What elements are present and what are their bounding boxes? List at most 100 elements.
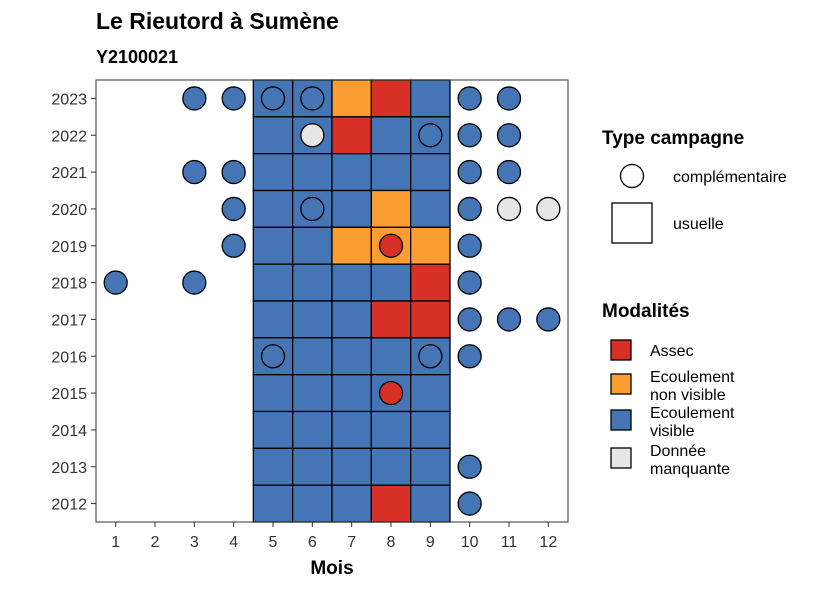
tile-2013-8 [370,447,412,486]
tile-2019-7 [331,226,372,265]
point-2016-10 [457,344,482,369]
tile-2015-5 [252,374,294,413]
point-2022-10 [457,123,482,148]
tile-2016-6 [292,337,333,376]
x-tick-label-1: 1 [111,534,120,551]
legend-label-complementaire: complémentaire [673,169,787,186]
legend-key-visible [610,409,632,431]
legend-label-visible-line1: Ecoulement [650,405,735,422]
legend-label-assec: Assec [650,343,694,360]
x-tick-label-3: 3 [190,534,199,551]
point-2017-11 [496,307,522,332]
point-2018-3 [182,270,207,295]
point-2020-12 [536,196,561,222]
tile-2012-6 [292,484,333,523]
tile-2013-7 [331,447,372,486]
y-tick-label-2013: 2013 [51,460,87,477]
tile-2014-9 [410,410,451,449]
tile-2012-9 [410,484,451,523]
legend-type-campagne: complémentaire usuelle [611,163,787,244]
legend-label-usuelle: usuelle [673,216,724,233]
y-tick-label-2020: 2020 [51,202,87,219]
y-axis: 2012 2013 2014 2015 2016 2017 2018 2019 2020 2021… [51,91,96,514]
legend-modalites-title: Modalités [602,301,690,322]
tile-2012-7 [331,484,372,523]
x-tick-label-4: 4 [229,534,238,551]
tile-2020-5 [252,189,294,228]
point-2023-6 [300,86,325,111]
tile-2013-9 [410,447,451,486]
y-tick-label-2012: 2012 [51,497,87,514]
tile-2023-8 [370,79,412,118]
tile-2013-6 [292,447,333,486]
legend-label-manquante-line2: manquante [650,461,730,478]
tile-2017-9 [410,300,451,339]
point-2018-10 [457,270,482,295]
point-2020-10 [457,196,482,222]
point-2012-10 [457,491,482,516]
tile-2023-7 [331,79,372,118]
legend-label-nonvisible-line2: non visible [650,387,726,404]
legend-label-visible-line2: visible [650,423,695,440]
plot-border [95,79,569,523]
y-tick-label-2018: 2018 [51,276,87,293]
tile-2021-8 [370,153,412,192]
point-2018-1 [103,270,128,295]
tile-2014-7 [331,410,372,449]
legend-label-nonvisible-line1: Ecoulement [650,369,735,386]
legend-key-nonvisible [610,373,632,395]
point-2023-11 [496,86,522,111]
tile-2018-6 [292,263,333,302]
x-tick-label-9: 9 [426,534,435,551]
tile-2018-7 [331,263,372,302]
legend-type-title: Type campagne [602,128,744,149]
tile-2018-8 [370,263,412,302]
point-2020-11 [496,196,522,222]
y-tick-label-2015: 2015 [51,386,87,403]
y-tick-label-2017: 2017 [51,312,87,329]
point-2019-4 [221,233,246,258]
tile-2019-6 [292,226,333,265]
point-2021-11 [496,159,522,185]
tile-2017-6 [292,300,333,339]
tile-2019-5 [252,226,294,265]
y-tick-label-2022: 2022 [51,128,87,145]
tile-2012-5 [252,484,294,523]
point-2020-4 [221,196,246,222]
tile-2015-7 [331,374,372,413]
y-tick-label-2014: 2014 [51,423,87,440]
x-tick-label-7: 7 [347,534,356,551]
point-2021-10 [457,159,482,185]
y-tick-label-2016: 2016 [51,349,87,366]
point-2022-6 [300,123,325,148]
point-2017-10 [457,307,482,332]
tile-2020-8 [370,189,412,228]
point-2016-9 [418,344,443,369]
point-2023-10 [457,86,482,111]
tile-2021-5 [252,153,294,192]
tile-2020-7 [331,189,372,228]
x-tick-label-11: 11 [501,534,518,551]
point-2023-5 [260,86,286,111]
y-tick-label-2021: 2021 [51,165,87,182]
legend-circle-key [619,163,645,189]
tile-2016-9 [410,337,451,376]
plot-panel [103,79,561,523]
tile-2014-5 [252,410,294,449]
tile-2020-9 [410,189,451,228]
tile-2021-9 [410,153,451,192]
tile-2019-9 [410,226,451,265]
point-2020-6 [300,196,325,222]
tile-2022-5 [252,116,294,155]
point-2019-10 [457,233,482,258]
x-axis: 1 2 3 4 5 6 7 8 9 10 11 12 [111,522,557,551]
point-2015-8 [378,380,404,406]
x-tick-label-8: 8 [387,534,396,551]
tile-2023-9 [410,79,451,118]
tile-2013-5 [252,447,294,486]
chart-title: Le Rieutord à Sumène [96,8,339,34]
y-tick-label-2019: 2019 [51,239,87,256]
point-2013-10 [457,454,482,479]
x-tick-label-5: 5 [269,534,278,551]
